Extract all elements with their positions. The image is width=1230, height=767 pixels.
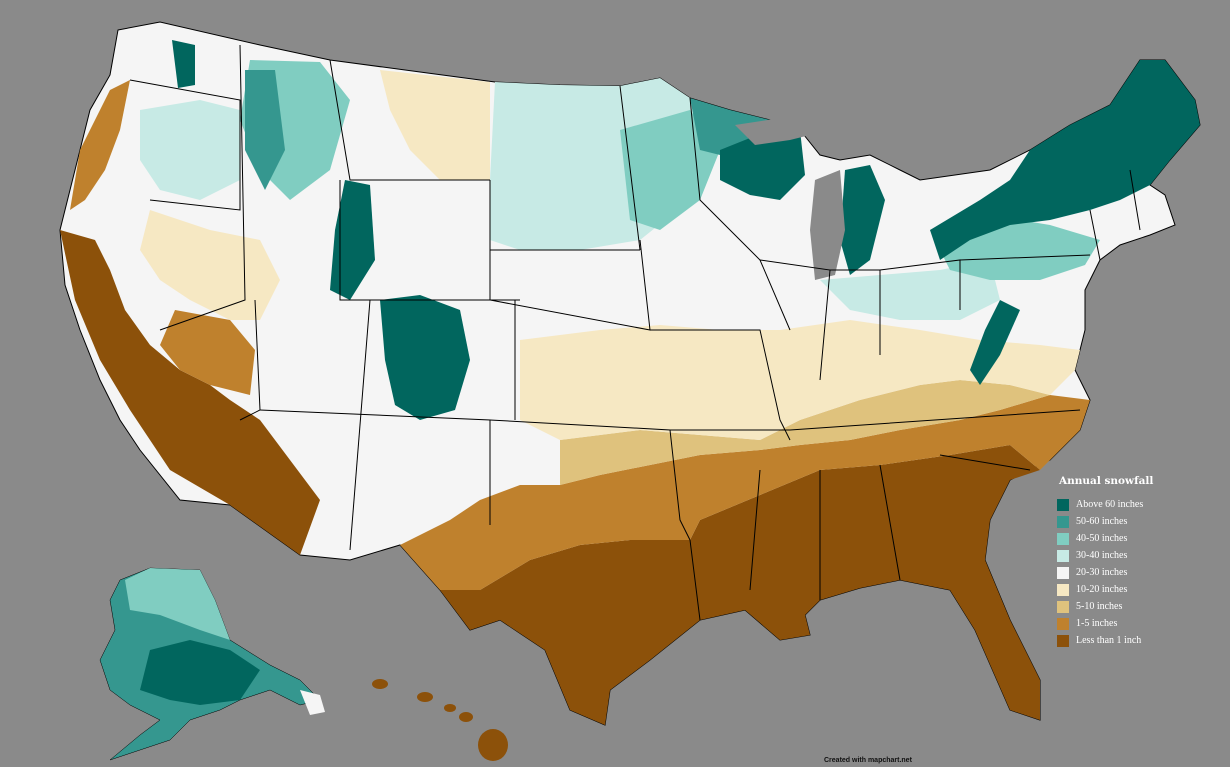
- legend-swatch: [1057, 498, 1069, 511]
- legend-label: 10-20 inches: [1076, 584, 1128, 595]
- alaska-north-40-to-50: [125, 568, 230, 640]
- region-ohio-30-to-40: [820, 260, 1000, 320]
- legend-swatch: [1057, 634, 1069, 647]
- legend-swatch: [1057, 617, 1069, 630]
- region-nevada-1-to-5: [160, 310, 255, 395]
- legend-item: 1-5 inches: [1057, 615, 1227, 632]
- state-borders: [129, 44, 1141, 621]
- legend-label: 20-30 inches: [1076, 567, 1128, 578]
- legend-swatch: [1057, 549, 1069, 562]
- alaska-panhandle: [300, 690, 325, 715]
- region-southwest-less-than-1: [60, 230, 320, 555]
- legend-item: 10-20 inches: [1057, 581, 1227, 598]
- region-wv-above-60: [970, 300, 1020, 385]
- legend-item: Above 60 inches: [1057, 496, 1227, 513]
- credit-text: Created with mapchart.net: [824, 757, 912, 764]
- region-lower-michigan-above-60: [840, 165, 885, 275]
- legend: Annual snowfall Above 60 inches 50-60 inc…: [1057, 475, 1227, 649]
- legend-swatch: [1057, 566, 1069, 579]
- legend-label: 50-60 inches: [1076, 516, 1128, 527]
- hawaii: [372, 679, 508, 761]
- legend-items: Above 60 inches 50-60 inches 40-50 inches 3…: [1057, 496, 1227, 649]
- lake-michigan: [810, 170, 845, 280]
- region-michigan-above-60: [720, 130, 805, 200]
- legend-item: 40-50 inches: [1057, 530, 1227, 547]
- region-wa-30-to-40: [140, 100, 240, 200]
- legend-label: 1-5 inches: [1076, 618, 1118, 629]
- legend-item: 30-40 inches: [1057, 547, 1227, 564]
- region-colorado-above-60: [380, 295, 470, 420]
- region-montana-10-to-20: [380, 70, 490, 180]
- legend-swatch: [1057, 583, 1069, 596]
- legend-item: 50-60 inches: [1057, 513, 1227, 530]
- region-10-to-20: [520, 320, 1080, 440]
- legend-swatch: [1057, 600, 1069, 613]
- legend-item: Less than 1 inch: [1057, 632, 1227, 649]
- legend-label: 30-40 inches: [1076, 550, 1128, 561]
- legend-title: Annual snowfall: [1059, 475, 1154, 487]
- region-5-to-10: [560, 380, 1050, 485]
- legend-label: Less than 1 inch: [1076, 635, 1142, 646]
- region-1-to-5: [400, 395, 1090, 590]
- region-idaho-50-to-60: [245, 70, 285, 190]
- legend-swatch: [1057, 515, 1069, 528]
- legend-item: 20-30 inches: [1057, 564, 1227, 581]
- region-less-than-1: [440, 445, 1040, 725]
- region-wa-above-60: [172, 40, 195, 88]
- region-40-to-50: [620, 110, 720, 230]
- lake-superior: [735, 115, 830, 145]
- legend-label: 40-50 inches: [1076, 533, 1128, 544]
- region-west-1-to-5: [70, 80, 130, 210]
- region-wyoming-above-60: [330, 180, 375, 300]
- legend-swatch: [1057, 532, 1069, 545]
- alaska-south-above-60: [140, 640, 260, 705]
- legend-item: 5-10 inches: [1057, 598, 1227, 615]
- legend-label: 5-10 inches: [1076, 601, 1123, 612]
- region-new-england-above-60: [930, 60, 1200, 260]
- legend-label: Above 60 inches: [1076, 499, 1144, 510]
